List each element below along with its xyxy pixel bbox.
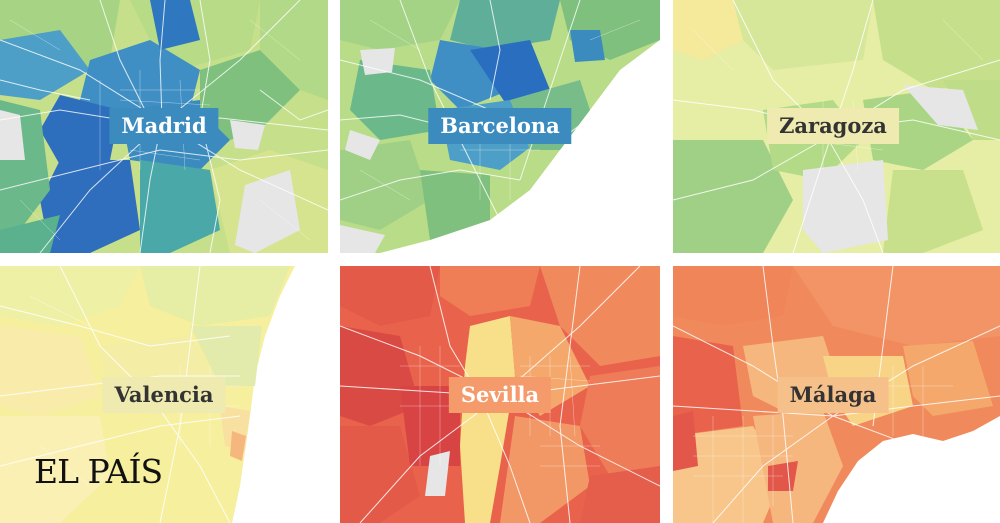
sevilla-choropleth	[340, 266, 660, 523]
madrid-choropleth	[0, 0, 328, 253]
map-zaragoza[interactable]: Zaragoza	[673, 0, 1000, 253]
map-barcelona[interactable]: Barcelona	[340, 0, 660, 253]
city-label-madrid: Madrid	[109, 108, 219, 144]
map-sevilla[interactable]: Sevilla	[340, 266, 660, 523]
city-label-malaga: Málaga	[777, 377, 889, 413]
city-label-barcelona: Barcelona	[428, 108, 572, 144]
map-valencia[interactable]: Valencia	[0, 266, 328, 523]
city-label-valencia: Valencia	[102, 377, 226, 413]
city-label-zaragoza: Zaragoza	[767, 108, 899, 144]
map-madrid[interactable]: Madrid	[0, 0, 328, 253]
city-label-sevilla: Sevilla	[448, 377, 552, 413]
zaragoza-choropleth	[673, 0, 1000, 253]
map-malaga[interactable]: Málaga	[673, 266, 1000, 523]
el-pais-logo: EL PAÍS	[34, 452, 163, 491]
